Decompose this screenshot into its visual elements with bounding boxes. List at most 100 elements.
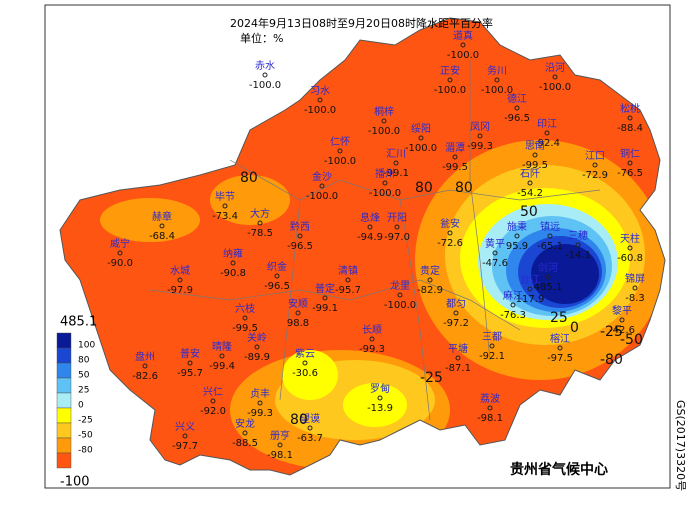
station-name: 盘州	[135, 350, 155, 363]
station-name: 德江	[507, 92, 527, 105]
station-name: 威宁	[110, 237, 130, 250]
station-marker	[619, 317, 625, 323]
station-name: 黎平	[612, 304, 632, 317]
station-marker	[142, 363, 148, 369]
station-name: 务川	[487, 64, 507, 77]
station-value: -90.8	[220, 268, 246, 279]
station-marker	[322, 295, 328, 301]
station-name: 松桃	[620, 102, 640, 115]
legend-swatch	[56, 362, 72, 379]
station-marker	[393, 160, 399, 166]
station-value: -96.5	[287, 241, 313, 252]
station-marker	[527, 286, 533, 292]
station-name: 织金	[267, 260, 287, 273]
legend-swatch	[56, 452, 72, 469]
station-marker	[345, 277, 351, 283]
station-value: -94.9	[357, 232, 383, 243]
legend-max-label: 485.1	[60, 315, 97, 330]
station-marker	[219, 353, 225, 359]
station-value: -13.9	[367, 403, 393, 414]
station-name: 大方	[250, 207, 270, 220]
station-marker	[544, 130, 550, 136]
station-marker	[242, 430, 248, 436]
station-value: -99.3	[467, 141, 493, 152]
station-value: -100.0	[369, 188, 401, 199]
station-marker	[552, 74, 558, 80]
station-marker	[182, 433, 188, 439]
station-marker	[242, 315, 248, 321]
station-marker	[453, 310, 459, 316]
station-marker	[381, 118, 387, 124]
station-name: 沿河	[545, 62, 565, 74]
station-name: 黄平	[485, 237, 505, 250]
station-value: -76.5	[617, 168, 643, 179]
station-value: -42.6	[609, 325, 635, 336]
station-value: -99.5	[232, 323, 258, 334]
station-value: -95.7	[177, 368, 203, 379]
station-name: 镇远	[540, 220, 560, 233]
legend-label: 100	[78, 341, 95, 351]
station-name: 正安	[440, 64, 460, 77]
station-value: -47.6	[482, 258, 508, 269]
legend-swatch	[56, 332, 72, 349]
station-value: -100.0	[306, 191, 338, 202]
station-marker	[230, 260, 236, 266]
station-value: -99.1	[312, 303, 338, 314]
station-name: 晴隆	[212, 340, 232, 353]
station-name: 麻江	[503, 289, 523, 302]
legend-label: -50	[78, 431, 93, 441]
station-marker	[532, 152, 538, 158]
station-name: 息烽	[360, 211, 380, 224]
station-name: 桐梓	[374, 105, 394, 118]
station-value: -72.6	[437, 238, 463, 249]
station-name: 仁怀	[330, 136, 350, 148]
station-marker	[254, 344, 260, 350]
station-value: -92.4	[534, 138, 560, 149]
station-value: -88.5	[232, 438, 258, 449]
station-name: 纳雍	[223, 247, 243, 260]
station-marker	[187, 360, 193, 366]
station-value: -30.6	[292, 368, 318, 379]
legend-label: 50	[78, 371, 90, 381]
station-marker	[222, 203, 228, 209]
station-value: -92.1	[479, 351, 505, 362]
station-value: -90.0	[107, 258, 133, 269]
station-name: 开阳	[387, 212, 407, 224]
station-value: -95.7	[335, 285, 361, 296]
station-name: 石阡	[520, 168, 540, 180]
station-marker	[302, 360, 308, 366]
station-marker	[527, 180, 533, 186]
station-value: -99.4	[209, 361, 235, 372]
station-value: -99.5	[522, 160, 548, 171]
station-marker	[427, 277, 433, 283]
legend-label: 80	[78, 356, 90, 366]
station-name: 剑河	[538, 261, 558, 274]
station-marker	[510, 302, 516, 308]
station-name: 榕江	[550, 332, 570, 345]
station-value: 95.9	[506, 241, 528, 252]
station-name: 金沙	[312, 170, 332, 183]
station-marker	[418, 135, 424, 141]
station-value: -100.0	[304, 105, 336, 116]
station-name: 贵定	[420, 264, 440, 277]
station-marker	[557, 345, 563, 351]
station-value: -100.0	[368, 126, 400, 137]
station-value: -97.2	[443, 318, 469, 329]
station-marker	[545, 274, 551, 280]
station-name: 关岭	[247, 331, 267, 344]
station-value: -82.9	[417, 285, 443, 296]
station-marker	[159, 223, 165, 229]
station-value: -92.0	[200, 406, 226, 417]
station-marker	[382, 180, 388, 186]
contour-label: 80	[415, 180, 433, 196]
station-value: -97.9	[167, 285, 193, 296]
station-value: 98.8	[287, 318, 309, 329]
contour-label: 0	[570, 320, 579, 336]
station-name: 安顺	[288, 297, 308, 310]
station-marker	[397, 292, 403, 298]
station-name: 施秉	[507, 220, 527, 233]
contour-label: 80	[240, 170, 258, 186]
station-name: 兴义	[175, 421, 195, 433]
contour-label: -80	[600, 352, 623, 368]
